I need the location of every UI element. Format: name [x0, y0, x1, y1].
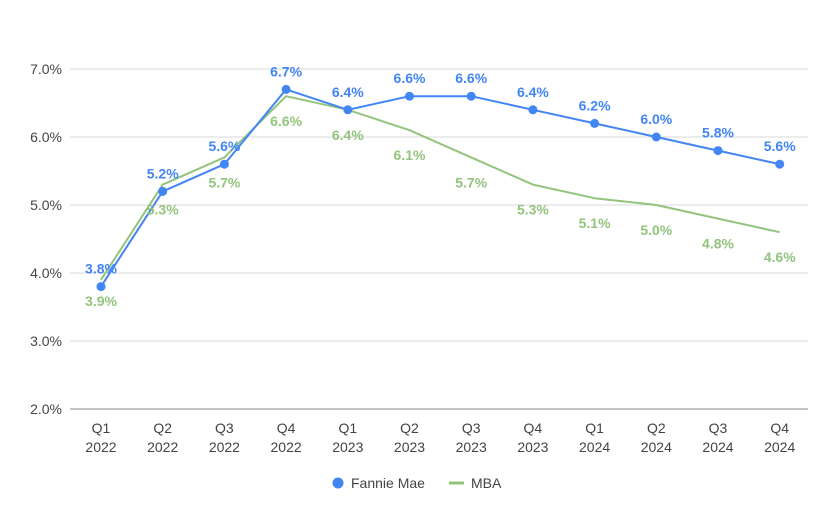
x-tick-quarter: Q4: [770, 420, 789, 436]
x-tick-year: 2024: [641, 439, 672, 455]
data-label-fannie-mae: 6.7%: [270, 63, 302, 79]
y-tick-label: 6.0%: [30, 129, 62, 145]
y-axis-ticks: 2.0% 3.0% 4.0% 5.0% 6.0% 7.0%: [30, 61, 62, 417]
data-label-fannie-mae: 6.4%: [332, 84, 364, 100]
y-tick-label: 7.0%: [30, 61, 62, 77]
data-label-fannie-mae: 5.8%: [702, 125, 734, 141]
x-tick-quarter: Q4: [524, 420, 543, 436]
data-point: [651, 132, 661, 142]
data-point: [96, 282, 106, 292]
data-label-fannie-mae: 6.6%: [455, 70, 487, 86]
x-axis-ticks: Q1 2022 Q2 2022 Q3 2022 Q4 2022 Q1 2023 Q2 2023 Q3 20…: [85, 420, 795, 455]
data-label-mba: 3.9%: [85, 293, 117, 309]
data-label-mba: 5.1%: [579, 215, 611, 231]
data-label-mba: 6.4%: [332, 127, 364, 143]
data-label-mba: 5.3%: [517, 202, 549, 218]
data-label-fannie-mae: 6.0%: [640, 111, 672, 127]
data-label-fannie-mae: 5.2%: [147, 165, 179, 181]
data-label-mba: 5.7%: [208, 174, 240, 190]
x-tick-year: 2024: [702, 439, 733, 455]
data-label-mba: 6.1%: [394, 147, 426, 163]
x-tick-quarter: Q2: [153, 420, 172, 436]
data-label-mba: 6.6%: [270, 113, 302, 129]
data-label-fannie-mae: 6.2%: [579, 97, 611, 113]
x-tick-quarter: Q2: [647, 420, 666, 436]
y-tick-label: 5.0%: [30, 197, 62, 213]
series-line-fannie-mae: [100, 88, 780, 288]
data-label-mba: 4.6%: [764, 249, 796, 265]
x-tick-year: 2023: [517, 439, 548, 455]
data-point: [343, 105, 353, 115]
data-point: [713, 146, 723, 156]
y-tick-label: 3.0%: [30, 333, 62, 349]
series: [96, 84, 785, 292]
x-tick-year: 2024: [764, 439, 795, 455]
x-tick-quarter: Q3: [462, 420, 481, 436]
data-point: [281, 84, 291, 94]
data-point: [158, 186, 168, 196]
data-label-mba: 5.3%: [147, 202, 179, 218]
legend-label-mba: MBA: [471, 475, 502, 491]
y-tick-label: 2.0%: [30, 401, 62, 417]
x-tick-year: 2023: [332, 439, 363, 455]
data-label-mba: 5.0%: [640, 222, 672, 238]
data-label-fannie-mae: 6.4%: [517, 84, 549, 100]
series-line-mba: [100, 95, 780, 281]
x-tick-quarter: Q2: [400, 420, 419, 436]
data-point: [405, 91, 414, 101]
x-tick-quarter: Q1: [585, 420, 604, 436]
data-label-mba: 5.7%: [455, 174, 487, 190]
x-tick-year: 2022: [147, 439, 178, 455]
x-tick-quarter: Q3: [709, 420, 728, 436]
x-tick-year: 2023: [394, 439, 425, 455]
data-point: [528, 105, 538, 115]
legend-marker-fannie-mae: [332, 477, 344, 489]
data-point: [466, 91, 476, 101]
x-tick-year: 2022: [85, 439, 116, 455]
data-labels: 3.8% 5.2% 5.6% 6.7% 6.4% 6.6% 6.6% 6.4% 6.2% 6.0%…: [85, 63, 796, 308]
data-label-fannie-mae: 6.6%: [394, 70, 426, 86]
x-tick-year: 2024: [579, 439, 610, 455]
x-tick-quarter: Q1: [338, 420, 357, 436]
legend-label-fannie-mae: Fannie Mae: [351, 475, 425, 491]
y-tick-label: 4.0%: [30, 265, 62, 281]
x-tick-year: 2022: [209, 439, 240, 455]
data-label-fannie-mae: 3.8%: [85, 261, 117, 277]
gridlines: [70, 68, 808, 410]
data-point: [219, 159, 229, 169]
x-tick-year: 2023: [456, 439, 487, 455]
x-tick-quarter: Q4: [277, 420, 296, 436]
x-tick-quarter: Q3: [215, 420, 234, 436]
legend: Fannie Mae MBA: [332, 475, 502, 491]
data-point: [590, 118, 600, 128]
x-tick-year: 2022: [271, 439, 302, 455]
data-point: [775, 159, 785, 169]
x-tick-quarter: Q1: [92, 420, 111, 436]
data-label-fannie-mae: 5.6%: [764, 138, 796, 154]
data-label-fannie-mae: 5.6%: [208, 138, 240, 154]
data-label-mba: 4.8%: [702, 236, 734, 252]
